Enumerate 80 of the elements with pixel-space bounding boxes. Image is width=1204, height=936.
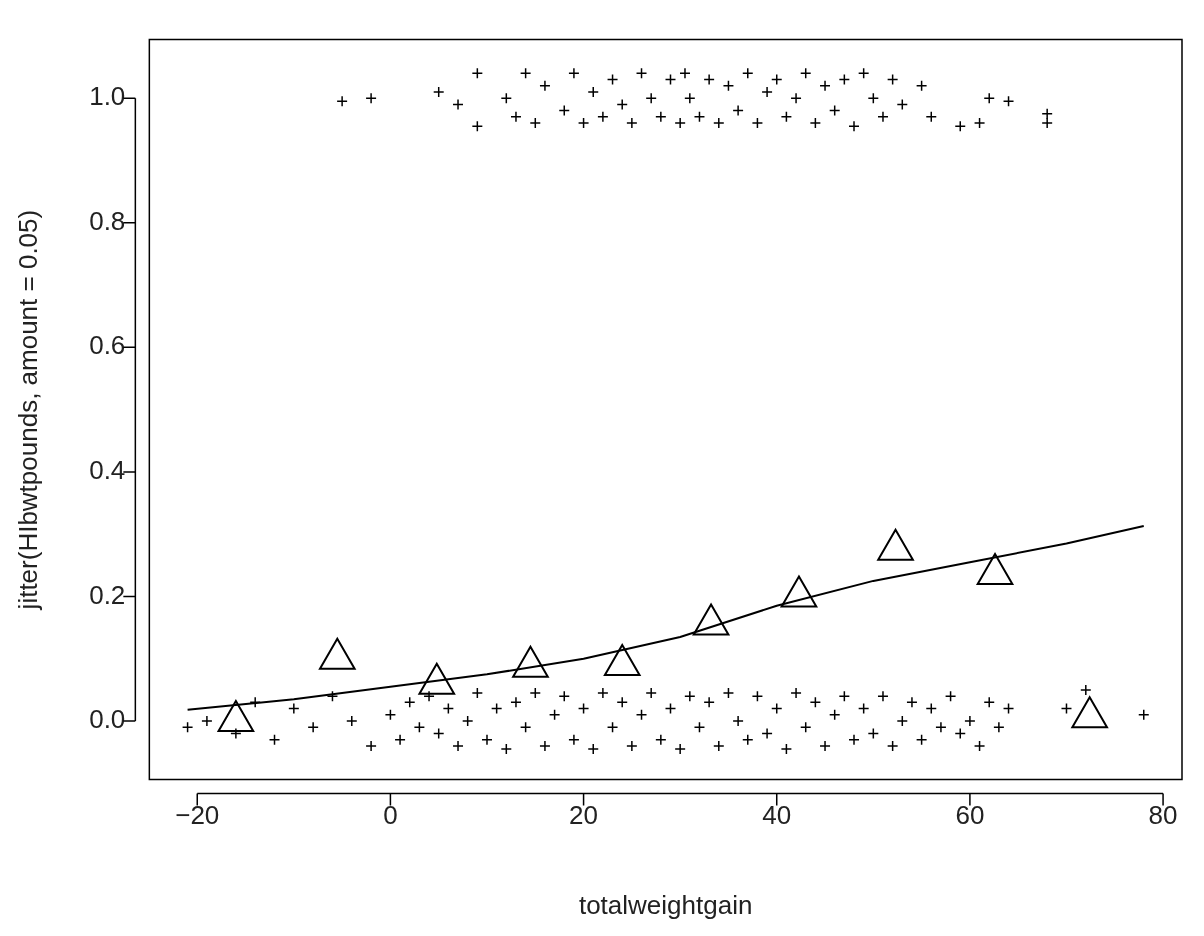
point	[510, 111, 522, 123]
point	[655, 111, 667, 123]
x-tick-label: 0	[383, 800, 398, 831]
point	[597, 111, 609, 123]
point	[365, 92, 377, 104]
point	[693, 111, 706, 123]
point	[616, 98, 628, 111]
point	[828, 104, 841, 117]
point	[819, 79, 831, 92]
point	[722, 79, 735, 92]
point	[877, 528, 914, 561]
point	[877, 111, 889, 123]
point	[838, 73, 851, 86]
point	[886, 73, 899, 86]
point	[626, 117, 638, 129]
x-tick-label: 20	[569, 800, 599, 831]
point	[512, 645, 549, 678]
point	[217, 700, 255, 733]
point	[692, 603, 730, 636]
y-tick-label: 0.6	[89, 330, 126, 361]
point	[500, 92, 513, 104]
point	[742, 67, 754, 79]
point	[761, 86, 773, 98]
point	[867, 92, 880, 104]
point	[679, 67, 691, 79]
point	[519, 67, 532, 79]
x-tick-label: 40	[762, 800, 792, 831]
point	[954, 120, 966, 132]
point	[529, 117, 542, 129]
point	[568, 67, 580, 79]
point	[780, 575, 818, 608]
point	[635, 67, 648, 79]
point	[751, 117, 764, 129]
point	[452, 98, 464, 111]
point	[973, 117, 986, 129]
point	[606, 73, 619, 86]
point	[603, 643, 641, 676]
point	[703, 73, 715, 86]
point	[539, 79, 551, 92]
point	[976, 553, 1014, 586]
y-tick-label: 0.2	[89, 579, 126, 610]
point	[577, 117, 590, 129]
point	[471, 120, 484, 132]
point	[780, 111, 793, 123]
point	[713, 117, 725, 129]
point	[732, 104, 744, 117]
point	[896, 98, 909, 111]
y-axis-title: jitter(HIbwtpounds, amount = 0.05)	[12, 209, 43, 611]
point	[336, 95, 348, 108]
point	[809, 117, 822, 129]
point	[799, 67, 812, 79]
point	[1002, 95, 1015, 108]
point	[558, 104, 571, 117]
x-tick-label: −20	[175, 800, 220, 831]
point	[1041, 117, 1053, 129]
point	[983, 92, 995, 104]
point	[674, 117, 686, 129]
point	[857, 67, 870, 79]
point	[645, 92, 657, 104]
point	[1041, 107, 1053, 120]
point	[432, 86, 445, 98]
y-tick-label: 0.4	[89, 455, 126, 486]
x-axis-title: totalweightgain	[578, 889, 753, 920]
point	[790, 92, 802, 104]
point	[1071, 696, 1108, 729]
y-tick-label: 0.0	[89, 704, 126, 735]
point	[318, 637, 356, 670]
point	[418, 662, 456, 695]
y-tick-label: 0.8	[89, 205, 126, 236]
point	[587, 86, 599, 98]
point	[471, 67, 484, 79]
point	[925, 111, 938, 123]
y-tick-label: 1.0	[89, 81, 126, 112]
point	[770, 73, 783, 86]
point	[684, 92, 696, 104]
point	[664, 73, 677, 86]
point	[848, 120, 860, 132]
x-tick-label: 60	[955, 800, 985, 831]
point	[915, 79, 928, 92]
x-tick-label: 80	[1148, 800, 1178, 831]
